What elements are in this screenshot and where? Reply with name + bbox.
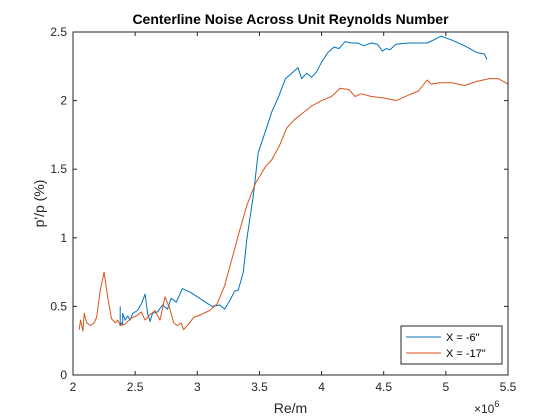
x-axis-ticks: 2 2.5 3 3.5 4 4.5 5 5.5 [70, 32, 517, 394]
x-tick-label: 2 [70, 380, 77, 394]
x-tick-label: 3.5 [251, 380, 268, 394]
legend: X = -6" X = -17" [400, 325, 503, 365]
plot-area [73, 32, 508, 375]
y-tick-label: 2 [60, 94, 67, 108]
legend-box [400, 325, 503, 365]
x-axis-multiplier-base: ×10 [474, 402, 495, 416]
series-line-2 [78, 78, 509, 332]
x-tick-label: 4.5 [375, 380, 392, 394]
y-tick-label: 1 [60, 231, 67, 245]
x-tick-label: 3 [194, 380, 201, 394]
y-tick-label: 2.5 [50, 25, 67, 39]
x-tick-label: 4 [318, 380, 325, 394]
x-axis-multiplier-exponent: 6 [494, 399, 499, 409]
y-tick-label: 0 [60, 368, 67, 382]
legend-items: X = -6" X = -17" [406, 332, 486, 360]
series-layer [78, 35, 509, 332]
y-tick-label: 0.5 [50, 299, 67, 313]
chart-title: Centerline Noise Across Unit Reynolds Nu… [132, 11, 449, 27]
y-axis-ticks: 0 0.5 1 1.5 2 2.5 [50, 25, 508, 382]
legend-label-2: X = -17" [446, 348, 486, 360]
x-tick-label: 5.5 [500, 380, 517, 394]
x-tick-label: 2.5 [127, 380, 144, 394]
x-tick-label: 5 [443, 380, 450, 394]
series-line-1 [119, 35, 488, 327]
legend-label-1: X = -6" [446, 332, 480, 344]
axes-box [72, 31, 509, 376]
y-axis-label: p'/p (%) [31, 180, 47, 228]
x-axis-multiplier: ×106 [474, 399, 499, 416]
x-axis-label: Re/m [274, 400, 307, 416]
y-tick-label: 1.5 [50, 162, 67, 176]
